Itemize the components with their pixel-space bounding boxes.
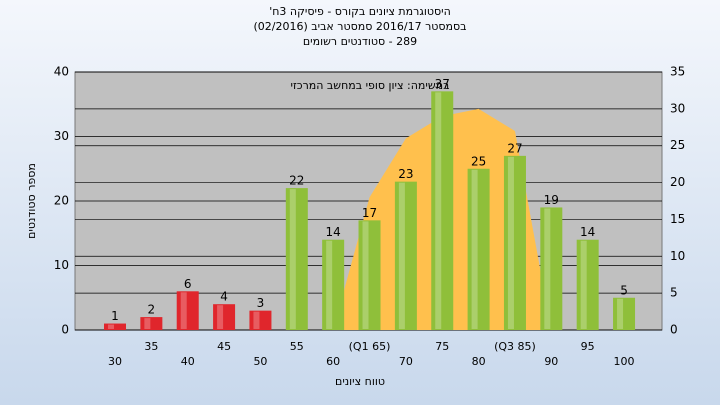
bar bbox=[249, 310, 272, 330]
x-tick-label: 75 bbox=[435, 340, 449, 353]
bar bbox=[213, 304, 236, 330]
bar bbox=[322, 239, 345, 330]
data-label: 37 bbox=[435, 77, 450, 91]
x-tick-label: 35 bbox=[144, 340, 158, 353]
bar bbox=[104, 323, 126, 330]
x-tick-label: 40 bbox=[181, 355, 195, 368]
data-label: 4 bbox=[220, 290, 228, 304]
y2-tick-label: 35 bbox=[670, 65, 685, 79]
bar bbox=[140, 317, 163, 330]
bar-highlight bbox=[253, 311, 260, 329]
data-label: 23 bbox=[398, 167, 413, 181]
bar bbox=[285, 188, 308, 330]
bar-highlight bbox=[326, 240, 333, 329]
bar bbox=[613, 297, 636, 330]
x-tick-label: 55 bbox=[290, 340, 304, 353]
data-label: 6 bbox=[184, 277, 192, 291]
data-label: 17 bbox=[362, 206, 377, 220]
y2-tick-label: 20 bbox=[670, 175, 685, 189]
y-tick-label: 40 bbox=[54, 65, 69, 79]
bar-highlight bbox=[108, 324, 114, 329]
bar bbox=[394, 181, 417, 330]
bar bbox=[576, 239, 599, 330]
bar-highlight bbox=[180, 292, 187, 329]
x-tick-label: 90 bbox=[544, 355, 558, 368]
bar-highlight bbox=[580, 240, 587, 329]
x-tick-label: (Q3 85) bbox=[494, 340, 536, 353]
bar bbox=[503, 155, 526, 330]
x-tick-label: 45 bbox=[217, 340, 231, 353]
data-label: 1 bbox=[111, 309, 119, 323]
bar-highlight bbox=[398, 182, 405, 329]
data-label: 5 bbox=[620, 283, 628, 297]
bar-highlight bbox=[507, 156, 514, 329]
x-tick-label: 70 bbox=[399, 355, 413, 368]
data-label: 25 bbox=[471, 154, 486, 168]
bar-highlight bbox=[144, 318, 151, 329]
data-label: 2 bbox=[148, 303, 156, 317]
data-label: 14 bbox=[580, 225, 595, 239]
bar-highlight bbox=[471, 169, 478, 329]
data-label: 3 bbox=[257, 296, 265, 310]
x-tick-label: 100 bbox=[614, 355, 635, 368]
y2-tick-label: 15 bbox=[670, 212, 685, 226]
x-tick-label: 60 bbox=[326, 355, 340, 368]
bar-highlight bbox=[617, 298, 624, 329]
bar bbox=[431, 91, 454, 330]
bar-highlight bbox=[544, 208, 551, 329]
data-label: 14 bbox=[326, 225, 341, 239]
x-tick-label: 80 bbox=[472, 355, 486, 368]
bar-highlight bbox=[217, 305, 224, 329]
bar-highlight bbox=[362, 221, 369, 329]
bar bbox=[467, 168, 490, 330]
chart-title: בסמסטר 2016/17 סמסטר אביב (02/2016) bbox=[253, 20, 466, 33]
y-tick-label: 0 bbox=[61, 323, 69, 337]
data-label: 19 bbox=[544, 193, 559, 207]
y-tick-label: 20 bbox=[54, 194, 69, 208]
y2-tick-label: 30 bbox=[670, 101, 685, 115]
y2-tick-label: 25 bbox=[670, 138, 685, 152]
x-tick-label: 30 bbox=[108, 355, 122, 368]
bar bbox=[540, 207, 563, 330]
bar bbox=[358, 220, 381, 330]
bar bbox=[176, 291, 199, 330]
y-tick-label: 10 bbox=[54, 258, 69, 272]
data-label: 22 bbox=[289, 174, 304, 188]
x-tick-label: (Q1 65) bbox=[349, 340, 391, 353]
y2-tick-label: 10 bbox=[670, 249, 685, 263]
data-label: 27 bbox=[507, 141, 522, 155]
y2-tick-label: 5 bbox=[670, 286, 678, 300]
subtitle: במשימה: ציון סופי במחשב המרכזי bbox=[290, 79, 449, 92]
x-axis-label: טווח ציונים bbox=[335, 375, 385, 388]
y2-tick-label: 0 bbox=[670, 323, 678, 337]
y-tick-label: 30 bbox=[54, 129, 69, 143]
bar-highlight bbox=[435, 92, 442, 329]
x-tick-label: 50 bbox=[253, 355, 267, 368]
bar-highlight bbox=[289, 189, 296, 329]
y-axis-label: מספר סטודנטים bbox=[25, 163, 38, 239]
x-tick-label: 95 bbox=[581, 340, 595, 353]
chart-title: 289 - סטודנטים רשומים bbox=[303, 35, 417, 48]
chart-title: היסטוגרמת ציונים בקורס - פיסיקה 3ח' bbox=[269, 5, 451, 18]
